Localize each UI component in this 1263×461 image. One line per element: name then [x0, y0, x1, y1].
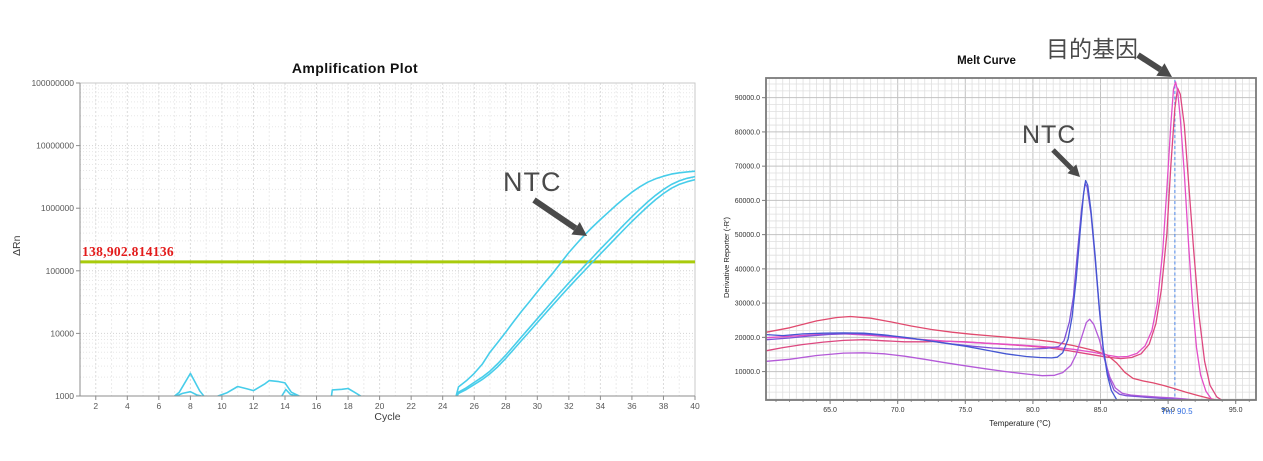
amp-x-tick-label: 14 [280, 401, 290, 411]
series-target-crimson [766, 87, 1223, 400]
series-ntc-baseline-noise-2 [175, 390, 203, 396]
melt-axes: 65.0 70.0 75.0 80.0 85.0 90.0 95.0 10000.0 20000… [735, 95, 1250, 414]
amplification-plot-title: Amplification Plot [291, 60, 419, 76]
melt-y-tick-label: 50000.0 [735, 232, 760, 239]
amp-x-tick-label: 36 [627, 401, 637, 411]
melt-x-tick-label: 75.0 [958, 407, 972, 414]
target-gene-annotation: 目的基因 [1046, 36, 1138, 62]
annotation-arrow [1051, 148, 1074, 171]
melt-x-tick-label: 95.0 [1229, 407, 1243, 414]
annotation-arrow [532, 197, 578, 231]
amp-axes: 2 4 6 8 10 12 14 16 18 20 22 24 26 28 30 32 34 36 38 401000… [31, 78, 700, 411]
amp-y-tick-label: 1000 [55, 391, 74, 401]
annotation-arrowhead [571, 222, 587, 236]
series-ntc-amplification-3 [456, 178, 695, 396]
series-target-red [766, 315, 1220, 400]
ntc-annotation-amplification: NTC [503, 167, 562, 197]
series-ntc-baseline-noise-1 [173, 372, 205, 396]
melt-y-tick-label: 60000.0 [735, 198, 760, 205]
amp-y-tick-label: 100000 [46, 266, 75, 276]
amp-x-tick-label: 2 [93, 401, 98, 411]
amp-x-tick-label: 32 [564, 401, 574, 411]
annotation-arrowhead [1156, 63, 1172, 77]
amp-x-tick-label: 30 [533, 401, 543, 411]
series-target-magenta [766, 81, 1215, 400]
amp-x-tick-label: 34 [596, 401, 606, 411]
series-ntc-baseline-noise-4 [280, 388, 299, 396]
melt-y-tick-label: 70000.0 [735, 164, 760, 171]
melt-x-tick-label: 90.0 [1161, 407, 1175, 414]
amplification-x-axis-label: Cycle [374, 411, 401, 423]
amp-x-tick-label: 40 [690, 401, 700, 411]
amp-x-tick-label: 8 [188, 401, 193, 411]
amp-x-tick-label: 6 [156, 401, 161, 411]
melt-y-tick-label: 40000.0 [735, 266, 760, 273]
melt-curve-panel: 65.0 70.0 75.0 80.0 85.0 90.0 95.0 10000.0 20000… [710, 0, 1263, 461]
melt-x-tick-label: 80.0 [1026, 407, 1040, 414]
melt-y-tick-label: 90000.0 [735, 95, 760, 102]
ntc-annotation-melt: NTC [1022, 121, 1077, 149]
melt-plot-border [765, 77, 1257, 401]
tm-value-label: Tm: 90.5 [1161, 407, 1193, 416]
melt-x-tick-label: 65.0 [823, 407, 837, 414]
melt-y-axis-label: Derivative Reporter (-R') [722, 216, 731, 298]
annotation-arrow [1136, 52, 1163, 73]
melt-y-tick-label: 10000.0 [735, 369, 760, 376]
amplification-plot-canvas: 2 4 6 8 10 12 14 16 18 20 22 24 26 28 30 32 34 36 38 401000… [31, 78, 700, 411]
amp-x-tick-label: 28 [501, 401, 511, 411]
melt-y-tick-label: 80000.0 [735, 129, 760, 136]
amp-plot-border [79, 82, 696, 397]
amp-x-tick-label: 38 [659, 401, 669, 411]
amp-x-tick-label: 12 [249, 401, 259, 411]
amplification-y-axis-label: ΔRn [11, 235, 23, 256]
series-ntc-baseline-noise-5 [330, 387, 362, 396]
amp-x-tick-label: 20 [375, 401, 385, 411]
amp-y-tick-label: 100000000 [31, 78, 74, 88]
series-ntc-blue [766, 179, 1119, 400]
series-ntc-amplification-1 [455, 170, 695, 396]
melt-grid [766, 78, 1256, 400]
amp-x-tick-label: 16 [312, 401, 322, 411]
melt-curve-canvas: 65.0 70.0 75.0 80.0 85.0 90.0 95.0 10000.0 20000… [735, 52, 1257, 414]
amp-x-tick-label: 26 [469, 401, 479, 411]
amp-x-tick-label: 4 [125, 401, 130, 411]
amp-x-tick-label: 18 [343, 401, 353, 411]
amp-y-tick-label: 10000000 [36, 141, 74, 151]
series-ntc-amplification-2 [456, 175, 695, 396]
melt-x-tick-label: 70.0 [891, 407, 905, 414]
melt-x-axis-label: Temperature (°C) [989, 419, 1051, 428]
amp-x-tick-label: 10 [217, 401, 227, 411]
melt-curve-title: Melt Curve [957, 55, 1016, 67]
amp-grid [80, 83, 695, 397]
threshold-value-label: 138,902.814136 [82, 244, 174, 259]
melt-y-tick-label: 30000.0 [735, 301, 760, 308]
series-ntc-baseline-noise-3 [217, 379, 301, 396]
amp-y-tick-label: 10000 [50, 328, 74, 338]
amp-x-tick-label: 22 [406, 401, 416, 411]
annotation-arrowhead [1067, 164, 1080, 177]
melt-y-tick-label: 20000.0 [735, 335, 760, 342]
amplification-plot-panel: 2 4 6 8 10 12 14 16 18 20 22 24 26 28 30 32 34 36 38 40 1000… [11, 60, 700, 423]
melt-x-tick-label: 85.0 [1094, 407, 1108, 414]
series-ntc-orchid-small-peak [766, 318, 1201, 400]
amp-y-tick-label: 1000000 [41, 203, 74, 213]
amp-x-tick-label: 24 [438, 401, 448, 411]
